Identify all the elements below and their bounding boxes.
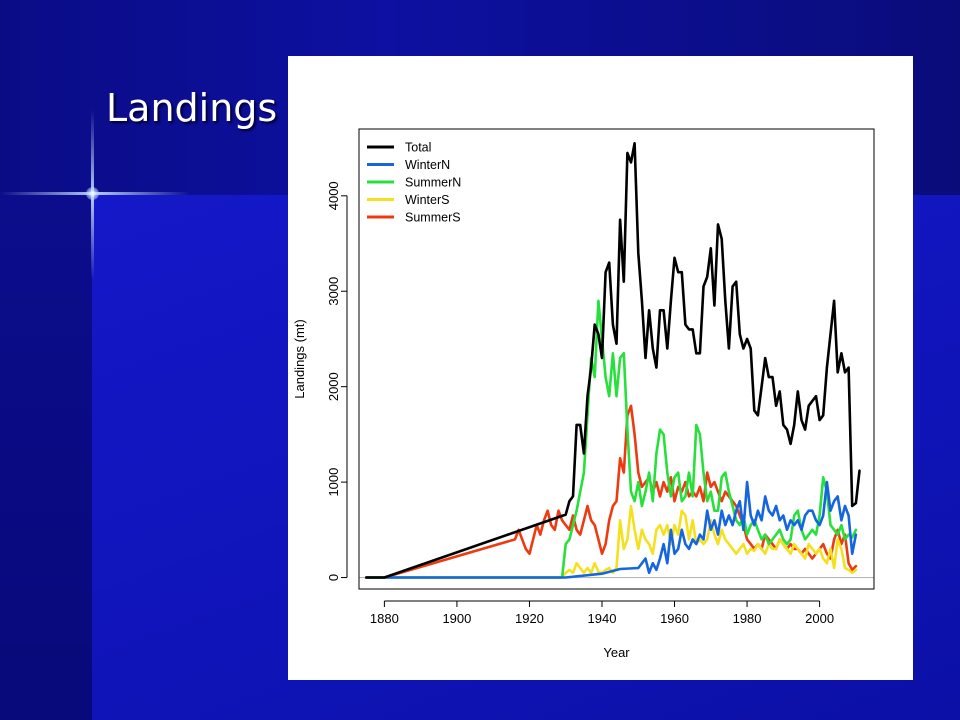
slide-left-band bbox=[0, 195, 92, 720]
series-line-wintern bbox=[365, 480, 858, 579]
legend-label-winters: WinterS bbox=[405, 193, 449, 207]
x-tick-label: 1900 bbox=[442, 611, 471, 626]
legend-label-summers: SummerS bbox=[405, 211, 461, 225]
legend-label-wintern: WinterN bbox=[405, 158, 450, 172]
x-tick-label: 1920 bbox=[515, 611, 544, 626]
sparkle-star-icon bbox=[86, 187, 99, 200]
series-line-total bbox=[365, 142, 861, 579]
y-tick-label: 2000 bbox=[326, 372, 341, 401]
slide-title: Landings bbox=[106, 86, 278, 130]
y-axis-title: Landings (mt) bbox=[292, 319, 307, 398]
y-tick-label: 4000 bbox=[326, 181, 341, 210]
legend-label-summern: SummerN bbox=[405, 176, 461, 190]
landings-line-chart: 1880 1900 1920 1940 1960 1980 2000 0 1000 2000 300… bbox=[292, 128, 875, 660]
series-line-summers bbox=[365, 404, 858, 579]
plot-frame bbox=[358, 128, 875, 590]
x-tick-label: 1960 bbox=[660, 611, 689, 626]
x-tick-label: 1880 bbox=[370, 611, 399, 626]
series-line-summern bbox=[365, 299, 858, 579]
x-tick-label: 2000 bbox=[805, 611, 834, 626]
legend-label-total: Total bbox=[405, 141, 431, 155]
x-tick-label: 1980 bbox=[733, 611, 762, 626]
y-tick-label: 1000 bbox=[326, 468, 341, 497]
series-line-winters bbox=[365, 504, 858, 579]
x-axis-title: Year bbox=[603, 645, 630, 660]
y-tick-label: 0 bbox=[326, 574, 341, 581]
y-tick-label: 3000 bbox=[326, 277, 341, 306]
x-tick-label: 1940 bbox=[588, 611, 617, 626]
chart-panel: 1880 1900 1920 1940 1960 1980 2000 0 1000 2000 300… bbox=[288, 56, 913, 680]
